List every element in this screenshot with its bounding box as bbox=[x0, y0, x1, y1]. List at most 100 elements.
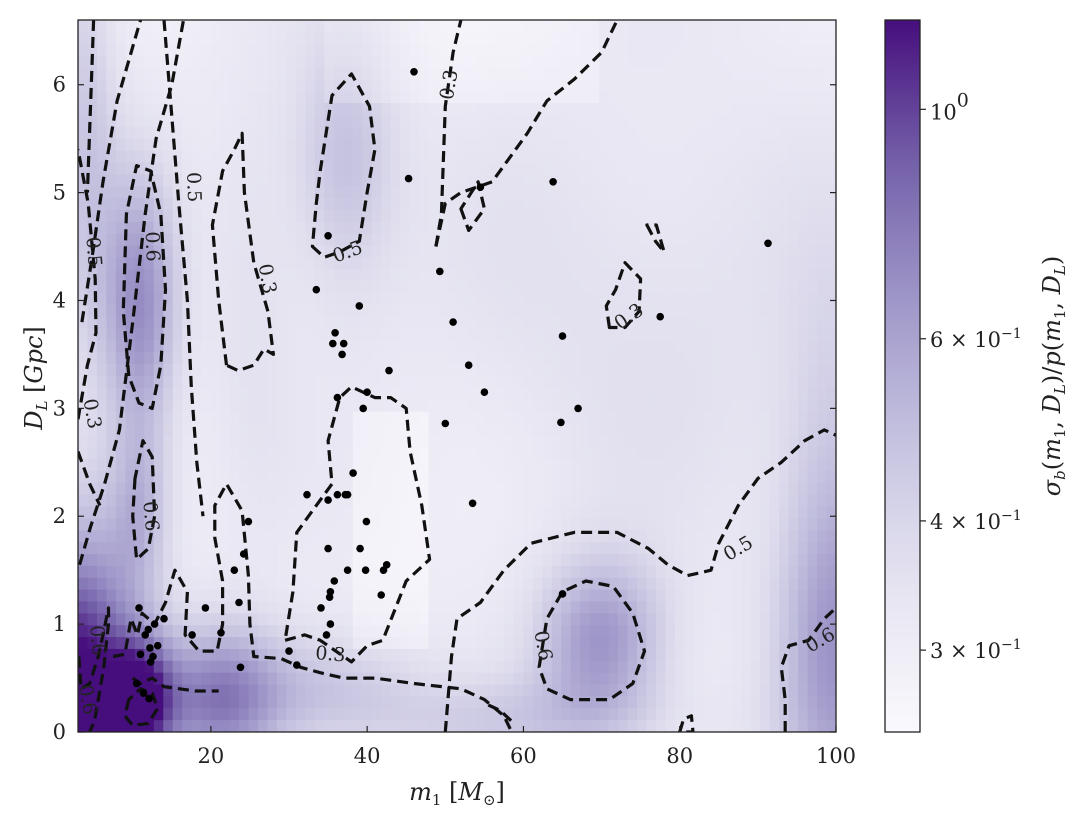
heatmap-cell bbox=[741, 482, 752, 496]
heatmap-cell bbox=[286, 376, 297, 389]
heatmap-cell bbox=[78, 269, 89, 282]
heatmap-cell bbox=[163, 340, 174, 353]
heatmap-cell bbox=[239, 435, 250, 448]
heatmap-cell bbox=[807, 55, 818, 69]
heatmap-cell bbox=[741, 316, 752, 330]
heatmap-cell bbox=[665, 55, 676, 69]
heatmap-cell bbox=[248, 577, 259, 591]
heatmap-cell bbox=[153, 423, 164, 436]
heatmap-cell bbox=[134, 720, 145, 732]
heatmap-cell bbox=[788, 435, 799, 448]
heatmap-cell bbox=[125, 720, 136, 732]
heatmap-cell bbox=[580, 103, 591, 116]
heatmap-cell bbox=[343, 31, 354, 45]
heatmap-cell bbox=[798, 435, 809, 448]
heatmap-cell bbox=[286, 720, 297, 732]
heatmap-cell bbox=[457, 554, 468, 567]
heatmap-cell bbox=[428, 292, 439, 306]
heatmap-cell bbox=[153, 257, 164, 270]
heatmap-cell bbox=[627, 613, 638, 626]
heatmap-cell bbox=[153, 67, 164, 80]
heatmap-cell bbox=[712, 648, 723, 662]
heatmap-cell bbox=[305, 186, 316, 199]
heatmap-cell bbox=[599, 637, 610, 650]
heatmap-cell bbox=[210, 67, 221, 80]
heatmap-cell bbox=[267, 316, 278, 330]
heatmap-cell bbox=[172, 103, 183, 116]
heatmap-cell bbox=[523, 387, 534, 401]
heatmap-cell bbox=[561, 257, 572, 270]
heatmap-cell bbox=[400, 340, 411, 353]
heatmap-cell bbox=[589, 55, 600, 69]
heatmap-cell bbox=[646, 292, 657, 306]
event-point bbox=[303, 490, 311, 499]
heatmap-cell bbox=[637, 720, 648, 732]
heatmap-cell bbox=[267, 459, 278, 472]
heatmap-cell bbox=[201, 67, 212, 80]
heatmap-cell bbox=[798, 423, 809, 436]
heatmap-cell bbox=[428, 281, 439, 294]
heatmap-cell bbox=[276, 660, 288, 674]
heatmap-cell bbox=[362, 482, 373, 496]
heatmap-cell bbox=[229, 447, 240, 460]
heatmap-cell bbox=[779, 411, 790, 425]
heatmap-cell bbox=[286, 209, 297, 223]
heatmap-cell bbox=[722, 233, 733, 247]
heatmap-cell bbox=[201, 91, 212, 104]
heatmap-cell bbox=[826, 150, 836, 163]
heatmap-cell bbox=[646, 198, 657, 211]
heatmap-cell bbox=[599, 174, 610, 187]
heatmap-cell bbox=[722, 281, 733, 294]
heatmap-cell bbox=[438, 245, 449, 258]
heatmap-cell bbox=[457, 364, 468, 377]
heatmap-cell bbox=[428, 565, 439, 579]
heatmap-cell bbox=[712, 387, 723, 401]
heatmap-cell bbox=[665, 328, 676, 341]
heatmap-cell bbox=[305, 648, 316, 662]
heatmap-cell bbox=[627, 459, 638, 472]
heatmap-cell bbox=[637, 198, 648, 211]
heatmap-cell bbox=[485, 292, 496, 306]
heatmap-cell bbox=[438, 435, 449, 448]
heatmap-cell bbox=[722, 565, 733, 579]
heatmap-cell bbox=[239, 67, 250, 80]
heatmap-cell bbox=[191, 589, 202, 603]
heatmap-cell bbox=[466, 103, 477, 116]
heatmap-cell bbox=[182, 364, 193, 377]
heatmap-cell bbox=[390, 411, 401, 425]
heatmap-cell bbox=[485, 186, 496, 199]
heatmap-cell bbox=[551, 340, 562, 353]
heatmap-cell bbox=[807, 625, 818, 638]
heatmap-cell bbox=[807, 506, 818, 519]
heatmap-cell bbox=[580, 364, 591, 377]
heatmap-cell bbox=[134, 79, 145, 92]
heatmap-cell bbox=[561, 245, 572, 258]
heatmap-cell bbox=[504, 20, 515, 33]
heatmap-cell bbox=[703, 399, 714, 413]
heatmap-cell bbox=[457, 79, 468, 92]
heatmap-cell bbox=[608, 186, 619, 199]
heatmap-cell bbox=[400, 506, 411, 519]
heatmap-cell bbox=[390, 530, 401, 543]
heatmap-cell bbox=[428, 708, 439, 721]
heatmap-cell bbox=[561, 174, 572, 187]
contour-label: 0.6 bbox=[141, 231, 164, 262]
heatmap-cell bbox=[703, 257, 714, 270]
heatmap-cell bbox=[760, 387, 771, 401]
heatmap-cell bbox=[419, 637, 430, 650]
heatmap-cell bbox=[618, 387, 629, 401]
heatmap-cell bbox=[286, 399, 297, 413]
heatmap-cell bbox=[646, 601, 657, 614]
heatmap-cell bbox=[447, 114, 458, 128]
heatmap-cell bbox=[267, 340, 278, 353]
heatmap-cell bbox=[343, 494, 354, 508]
heatmap-cell bbox=[618, 257, 629, 270]
heatmap-cell bbox=[779, 447, 790, 460]
heatmap-cell bbox=[163, 482, 174, 496]
heatmap-cell bbox=[646, 660, 657, 674]
heatmap-cell bbox=[153, 281, 164, 294]
heatmap-cell bbox=[731, 482, 742, 496]
heatmap-cell bbox=[684, 565, 695, 579]
heatmap-cell bbox=[390, 435, 401, 448]
heatmap-cell bbox=[381, 660, 392, 674]
